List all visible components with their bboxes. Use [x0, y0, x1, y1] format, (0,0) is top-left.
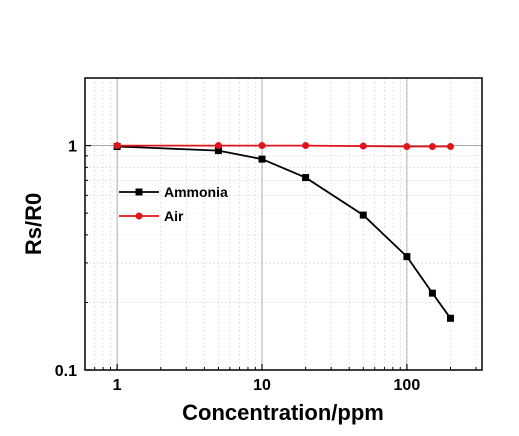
data-point-ammonia: [302, 174, 310, 182]
x-tick-label: 100: [394, 377, 421, 394]
data-point-air: [113, 142, 121, 150]
data-point-ammonia: [446, 314, 454, 322]
data-point-air: [302, 142, 310, 150]
x-axis-title: Concentration/ppm: [182, 400, 384, 425]
legend-label-ammonia: Ammonia: [164, 184, 228, 200]
y-axis-title: Rs/R0: [21, 193, 46, 255]
grid: [85, 78, 482, 370]
ticks: [85, 144, 477, 371]
data-point-air: [428, 143, 436, 151]
legend-marker-air: [135, 212, 143, 220]
tick-labels: 1 10 100 0.1 1: [55, 139, 421, 394]
legend-item-ammonia: Ammonia: [119, 184, 228, 200]
x-tick-label: 10: [253, 377, 271, 394]
legend-marker-ammonia: [135, 188, 143, 196]
plot-frame: [84, 77, 483, 371]
data-point-ammonia: [258, 155, 266, 163]
data-point-air: [359, 142, 367, 150]
series-line-air: [117, 144, 451, 148]
data-point-air: [403, 143, 411, 151]
y-tick-label: 0.1: [55, 363, 77, 380]
legend-label-air: Air: [164, 208, 184, 224]
y-tick-label: 1: [68, 139, 77, 156]
x-tick-label: 1: [113, 377, 122, 394]
series-line-ammonia: [117, 145, 452, 319]
legend-item-air: Air: [119, 208, 184, 224]
data-point-ammonia: [214, 147, 222, 155]
data-point-air: [446, 143, 454, 151]
data-point-ammonia: [359, 211, 367, 219]
series-lines: [113, 142, 454, 322]
data-point-ammonia: [403, 253, 411, 261]
data-point-ammonia: [428, 289, 436, 297]
data-point-air: [258, 142, 266, 150]
data-point-air: [214, 142, 222, 150]
legend: Ammonia Air: [119, 184, 228, 224]
